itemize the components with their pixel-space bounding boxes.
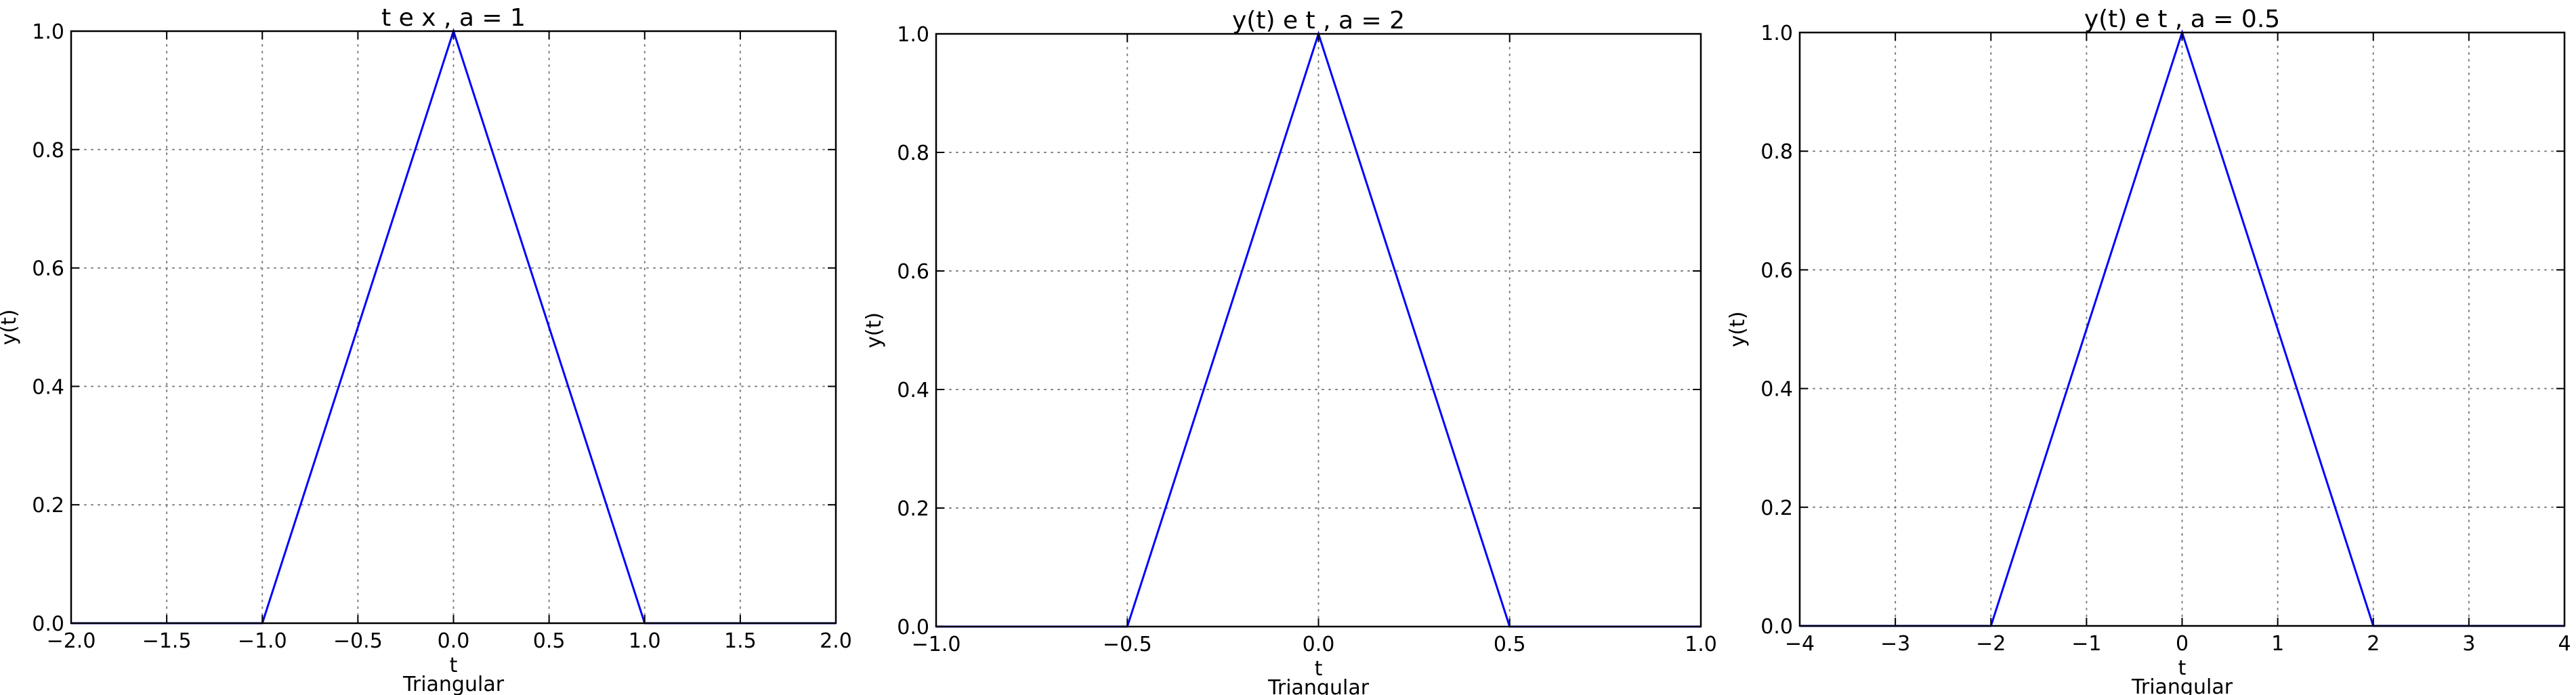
x-axis-label: t bbox=[1315, 657, 1323, 681]
x-tick-label: 1.0 bbox=[629, 629, 661, 653]
x-tick-label: −4 bbox=[1785, 632, 1815, 656]
y-axis-label: y(t) bbox=[1726, 312, 1750, 348]
x-tick-label: 0.0 bbox=[1303, 633, 1335, 656]
chart-title: y(t) e t , a = 0.5 bbox=[2084, 5, 2280, 33]
y-axis-label: y(t) bbox=[862, 312, 886, 348]
x-tick-label: 0.0 bbox=[438, 629, 470, 653]
x-tick-label: 2.0 bbox=[820, 629, 852, 653]
y-tick-label: 0.0 bbox=[1760, 615, 1793, 639]
chart-panel-1: −2.0 −1.5 −1.0 −0.5 0.0 0.5 1.0 1.5 2.0 0.0 0.2 0.4… bbox=[0, 4, 852, 695]
x-tick-label: 2 bbox=[2367, 632, 2380, 656]
chart-panel-2: −1.0 −0.5 0.0 0.5 1.0 0.0 0.2 0.4 0.6 0.8 1.0 y(t) … bbox=[862, 7, 1717, 695]
x-tick-label: −2 bbox=[1976, 632, 2006, 656]
x-tick-label: 1 bbox=[2271, 632, 2284, 656]
y-tick-label: 0.2 bbox=[32, 494, 64, 518]
x-tick-label: −0.5 bbox=[1103, 633, 1152, 656]
y-tick-label: 0.6 bbox=[897, 260, 929, 284]
y-tick-label: 0.8 bbox=[897, 142, 929, 165]
x-tick-label: 4 bbox=[2558, 632, 2571, 656]
chart-title: t e x , a = 1 bbox=[381, 4, 526, 32]
x-tick-label: 0.5 bbox=[1494, 633, 1526, 656]
x-axis-caption: Triangular bbox=[402, 673, 505, 695]
y-tick-label: 1.0 bbox=[32, 20, 64, 44]
x-tick-label: 0 bbox=[2176, 632, 2189, 656]
y-tick-label: 0.6 bbox=[32, 257, 64, 281]
x-tick-label: 1.0 bbox=[1685, 633, 1717, 656]
y-tick-label: 0.0 bbox=[32, 612, 64, 636]
y-tick-label: 0.8 bbox=[1760, 140, 1793, 164]
x-axis-caption: Triangular bbox=[1267, 676, 1370, 695]
y-tick-label: 0.4 bbox=[32, 375, 64, 399]
y-tick-label: 0.2 bbox=[897, 497, 929, 521]
x-tick-label: −0.5 bbox=[333, 629, 383, 653]
x-tick-label: −1 bbox=[2071, 632, 2101, 656]
x-axis-label: t bbox=[450, 654, 458, 677]
y-tick-label: 0.4 bbox=[1760, 378, 1793, 402]
y-tick-label: 1.0 bbox=[897, 23, 929, 47]
y-tick-label: 0.2 bbox=[1760, 497, 1793, 520]
y-tick-label: 0.4 bbox=[897, 379, 929, 402]
y-tick-label: 0.8 bbox=[32, 139, 64, 163]
y-tick-label: 0.0 bbox=[897, 616, 929, 639]
chart-title: y(t) e t , a = 2 bbox=[1232, 7, 1405, 35]
x-tick-label: −1.0 bbox=[912, 633, 961, 656]
x-tick-label: 1.5 bbox=[724, 629, 757, 653]
y-tick-label: 0.6 bbox=[1760, 259, 1793, 282]
x-tick-label: 0.5 bbox=[533, 629, 566, 653]
x-axis-caption: Triangular bbox=[2131, 675, 2233, 695]
x-tick-label: −3 bbox=[1880, 632, 1910, 656]
chart-panel-3: −4 −3 −2 −1 0 1 2 3 4 0.0 0.2 0.4 0.6 0.8 1.0 y(t) e t … bbox=[1726, 5, 2571, 695]
x-tick-label: −2.0 bbox=[47, 629, 96, 653]
y-tick-label: 1.0 bbox=[1760, 22, 1793, 45]
x-tick-label: −1.0 bbox=[238, 629, 287, 653]
x-axis-label: t bbox=[2178, 656, 2187, 680]
x-tick-label: 3 bbox=[2462, 632, 2475, 656]
y-axis-label: y(t) bbox=[0, 310, 21, 345]
x-tick-label: −1.5 bbox=[142, 629, 192, 653]
